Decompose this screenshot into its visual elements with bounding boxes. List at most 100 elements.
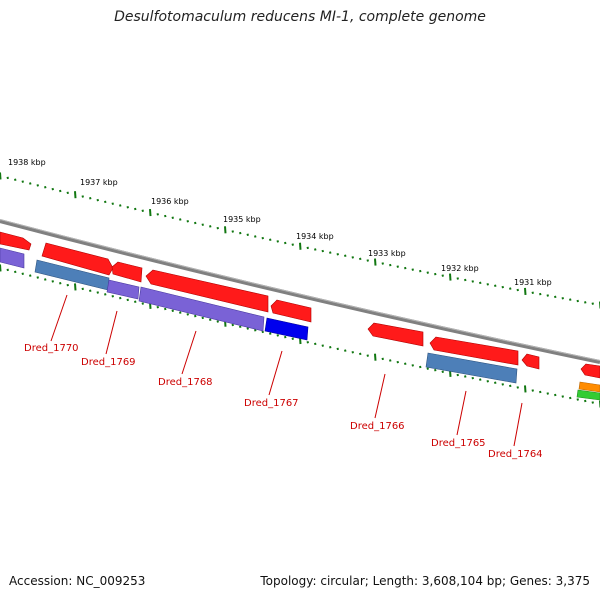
outer-scale-minor-tick: [96, 198, 99, 202]
inner-scale-minor-tick: [471, 376, 474, 380]
gene-arrow[interactable]: [145, 269, 269, 313]
feature-bar[interactable]: [578, 381, 600, 393]
inner-scale-minor-tick: [6, 268, 9, 272]
inner-scale-minor-tick: [164, 307, 167, 311]
outer-scale-major-tick: [224, 226, 227, 234]
inner-scale-minor-tick: [209, 318, 212, 321]
inner-scale-minor-tick: [419, 365, 422, 369]
gene-label-dred-1767[interactable]: Dred_1767: [244, 398, 299, 409]
feature-bar[interactable]: [264, 317, 309, 341]
forward-strand-genes: [0, 231, 600, 379]
outer-scale-minor-tick: [434, 272, 437, 276]
inner-scale-minor-tick: [111, 294, 114, 298]
inner-scale-minor-tick: [21, 272, 24, 275]
gene-label-dred-1766[interactable]: Dred_1766: [350, 421, 405, 432]
inner-scale-minor-tick: [426, 367, 429, 370]
gene-arrow[interactable]: [580, 363, 600, 379]
inner-scale-minor-tick: [276, 334, 279, 337]
outer-scale-minor-tick: [306, 246, 309, 250]
gene-label-dred-1764[interactable]: Dred_1764: [488, 449, 543, 460]
outer-scale-minor-tick: [366, 259, 369, 262]
scale-label-1938: 1938 kbp: [8, 158, 46, 167]
genome-backbone: [0, 219, 600, 364]
outer-scale-minor-tick: [314, 248, 317, 251]
inner-scale-minor-tick: [539, 390, 542, 394]
inner-scale-minor-tick: [366, 354, 369, 357]
outer-scale-minor-tick: [179, 218, 182, 221]
gene-label-dred-1769[interactable]: Dred_1769: [81, 357, 136, 368]
outer-scale-minor-tick: [411, 268, 414, 271]
outer-scale-minor-tick: [36, 184, 39, 187]
outer-scale-minor-tick: [501, 285, 504, 289]
gene-arrow[interactable]: [521, 353, 540, 370]
outer-scale-major-tick: [449, 273, 452, 281]
gene-arrow[interactable]: [0, 231, 32, 251]
protein-features: [0, 247, 600, 401]
inner-scale-minor-tick: [396, 360, 399, 364]
inner-scale-minor-tick: [51, 280, 54, 283]
inner-scale-minor-tick: [441, 370, 444, 374]
outer-scale-minor-tick: [464, 278, 467, 282]
feature-bar[interactable]: [576, 389, 600, 401]
inner-scale-minor-tick: [239, 325, 242, 328]
leader-line: [513, 402, 523, 447]
inner-scale-minor-tick: [381, 357, 384, 361]
outer-scale-minor-tick: [269, 238, 272, 241]
outer-scale-minor-tick: [201, 223, 204, 226]
outer-scale-minor-tick: [156, 213, 159, 216]
inner-scale-minor-tick: [561, 395, 564, 398]
outer-scale-minor-tick: [569, 298, 572, 301]
inner-scale-minor-tick: [284, 335, 287, 339]
scale-label-1933: 1933 kbp: [368, 249, 406, 258]
inner-scale-minor-tick: [254, 328, 257, 332]
inner-scale-minor-tick: [29, 274, 32, 277]
outer-scale-minor-tick: [21, 180, 24, 183]
inner-scale-minor-tick: [141, 302, 144, 305]
gene-label-dred-1765[interactable]: Dred_1765: [431, 438, 486, 449]
inner-scale-major-tick: [524, 385, 527, 393]
outer-scale-minor-tick: [29, 182, 32, 185]
gene-arrow[interactable]: [41, 242, 114, 276]
gene-label-dred-1770[interactable]: Dred_1770: [24, 343, 79, 354]
outer-scale-major-tick: [149, 208, 152, 217]
scale-label-1931: 1931 kbp: [514, 278, 552, 287]
inner-scale-minor-tick: [306, 340, 309, 344]
outer-scale-minor-tick: [404, 266, 407, 270]
inner-scale-minor-tick: [156, 305, 159, 309]
outer-scale-minor-tick: [284, 241, 287, 245]
inner-scale-minor-tick: [261, 330, 264, 334]
feature-bar[interactable]: [0, 247, 25, 269]
outer-scale-major-tick: [74, 191, 77, 199]
inner-scale-minor-tick: [434, 368, 437, 372]
gene-arrow[interactable]: [270, 299, 312, 323]
outer-scale-minor-tick: [126, 206, 129, 209]
gene-label-dred-1768[interactable]: Dred_1768: [158, 377, 213, 388]
gene-arrow[interactable]: [367, 322, 424, 347]
outer-scale-minor-tick: [576, 299, 579, 303]
inner-scale-minor-tick: [359, 352, 362, 356]
inner-scale-minor-tick: [134, 300, 137, 303]
inner-scale-minor-tick: [126, 298, 129, 302]
outer-scale-minor-tick: [344, 254, 347, 258]
inner-scale-minor-tick: [314, 342, 317, 346]
inner-scale-minor-tick: [201, 316, 204, 320]
feature-bar[interactable]: [425, 352, 518, 384]
inner-scale-minor-tick: [389, 359, 392, 362]
gene-arrow[interactable]: [111, 261, 143, 283]
accession-text: Accession: NC_009253: [9, 574, 146, 588]
gene-labels: Dred_1770 Dred_1769 Dred_1768 Dred_1767 …: [24, 343, 543, 460]
inner-scale-minor-tick: [231, 323, 234, 327]
feature-bar[interactable]: [138, 286, 265, 332]
inner-scale-minor-tick: [59, 281, 62, 285]
outer-scale-minor-tick: [419, 269, 422, 273]
feature-bar[interactable]: [106, 279, 140, 300]
outer-scale-minor-tick: [479, 281, 482, 285]
leader-line: [50, 294, 68, 342]
inner-scale-minor-tick: [464, 375, 467, 378]
outer-scale-minor-tick: [426, 271, 429, 274]
scale-label-1934: 1934 kbp: [296, 232, 334, 241]
outer-scale-minor-tick: [14, 178, 17, 182]
inner-scale-minor-tick: [456, 373, 459, 377]
genome-backbone-highlight: [0, 219, 600, 361]
gene-arrow[interactable]: [429, 336, 519, 366]
